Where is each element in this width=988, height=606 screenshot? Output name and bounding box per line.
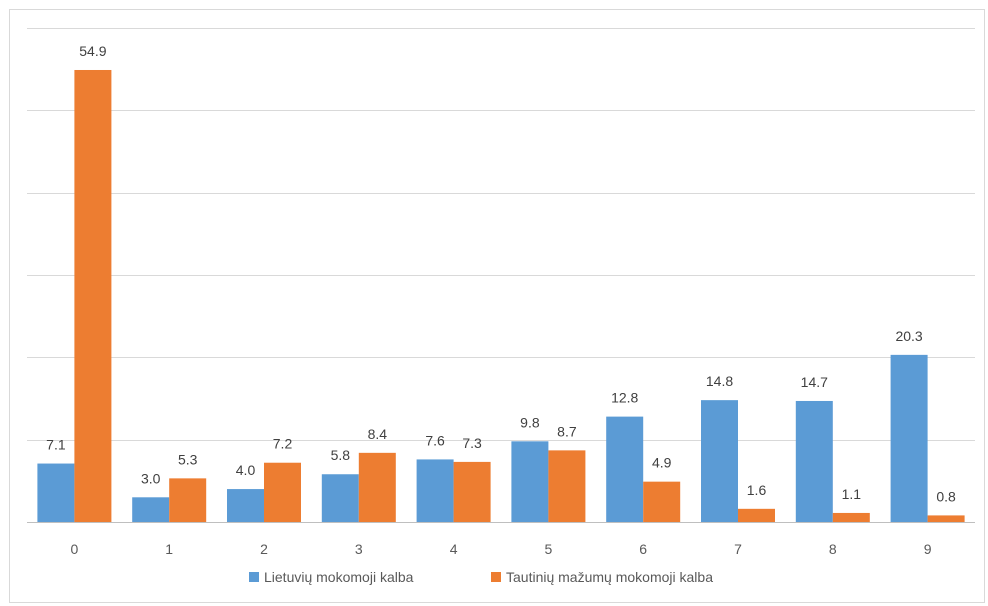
x-tick-label-4: 4 — [450, 541, 458, 557]
bar-lietuviu-0 — [37, 463, 75, 522]
data-label-tautiniu-3: 8.4 — [368, 426, 388, 442]
bar-tautiniu-0 — [74, 69, 112, 523]
legend-label-lietuviu: Lietuvių mokomoji kalba — [264, 569, 414, 585]
data-labels: 7.1 54.9 3.0 5.3 4.0 7.2 5.8 8.4 7.6 7.3 9.8 8.7 12.… — [46, 43, 956, 504]
legend-swatch-lietuviu — [249, 572, 259, 582]
bar-lietuviu-7 — [701, 400, 738, 522]
bar-lietuviu-6 — [606, 416, 644, 522]
data-label-lietuviu-6: 12.8 — [611, 390, 638, 406]
gridlines — [27, 28, 975, 441]
x-tick-label-3: 3 — [355, 541, 363, 557]
data-label-tautiniu-2: 7.2 — [273, 436, 293, 452]
data-label-tautiniu-8: 1.1 — [842, 486, 862, 502]
data-label-tautiniu-4: 7.3 — [462, 435, 482, 451]
bar-tautiniu-4 — [453, 461, 491, 522]
data-label-lietuviu-4: 7.6 — [425, 432, 445, 448]
legend-swatch-tautiniu — [491, 572, 501, 582]
x-tick-label-6: 6 — [639, 541, 647, 557]
x-tick-label-8: 8 — [829, 541, 837, 557]
bar-tautiniu-2 — [264, 462, 301, 522]
bar-lietuviu-3 — [321, 474, 359, 522]
data-label-lietuviu-3: 5.8 — [331, 447, 351, 463]
bar-tautiniu-1 — [169, 478, 207, 522]
x-tick-label-5: 5 — [545, 541, 553, 557]
bar-tautiniu-3 — [358, 452, 396, 522]
data-label-tautiniu-5: 8.7 — [557, 423, 577, 439]
x-tick-label-9: 9 — [924, 541, 932, 557]
data-label-tautiniu-6: 4.9 — [652, 455, 672, 471]
data-label-lietuviu-1: 3.0 — [141, 470, 161, 486]
data-label-lietuviu-7: 14.8 — [706, 373, 733, 389]
bars — [37, 69, 965, 523]
x-tick-label-0: 0 — [71, 541, 79, 557]
bar-lietuviu-5 — [511, 441, 549, 522]
bar-tautiniu-5 — [548, 450, 586, 522]
data-label-tautiniu-9: 0.8 — [936, 488, 956, 504]
data-label-lietuviu-8: 14.7 — [801, 374, 828, 390]
data-label-tautiniu-0: 54.9 — [79, 43, 106, 59]
data-label-tautiniu-7: 1.6 — [747, 482, 767, 498]
bar-tautiniu-8 — [832, 512, 870, 522]
bar-tautiniu-7 — [738, 508, 775, 522]
data-label-lietuviu-5: 9.8 — [520, 414, 540, 430]
x-tick-label-7: 7 — [734, 541, 742, 557]
bar-tautiniu-9 — [927, 515, 965, 522]
legend: Lietuvių mokomoji kalba Tautinių mažumų m… — [249, 569, 713, 585]
bar-lietuviu-9 — [890, 354, 928, 522]
x-axis-ticks: 0 1 2 3 4 5 6 7 8 9 — [71, 541, 932, 557]
bar-lietuviu-8 — [795, 400, 833, 522]
data-label-lietuviu-9: 20.3 — [895, 328, 922, 344]
x-tick-label-2: 2 — [260, 541, 268, 557]
data-label-lietuviu-2: 4.0 — [236, 462, 256, 478]
bar-tautiniu-6 — [643, 481, 681, 522]
legend-label-tautiniu: Tautinių mažumų mokomoji kalba — [506, 569, 713, 585]
data-label-tautiniu-1: 5.3 — [178, 451, 198, 467]
bar-lietuviu-4 — [416, 459, 454, 522]
data-label-lietuviu-0: 7.1 — [46, 437, 66, 453]
bar-lietuviu-1 — [132, 497, 170, 522]
x-tick-label-1: 1 — [165, 541, 173, 557]
bar-lietuviu-2 — [227, 489, 264, 522]
